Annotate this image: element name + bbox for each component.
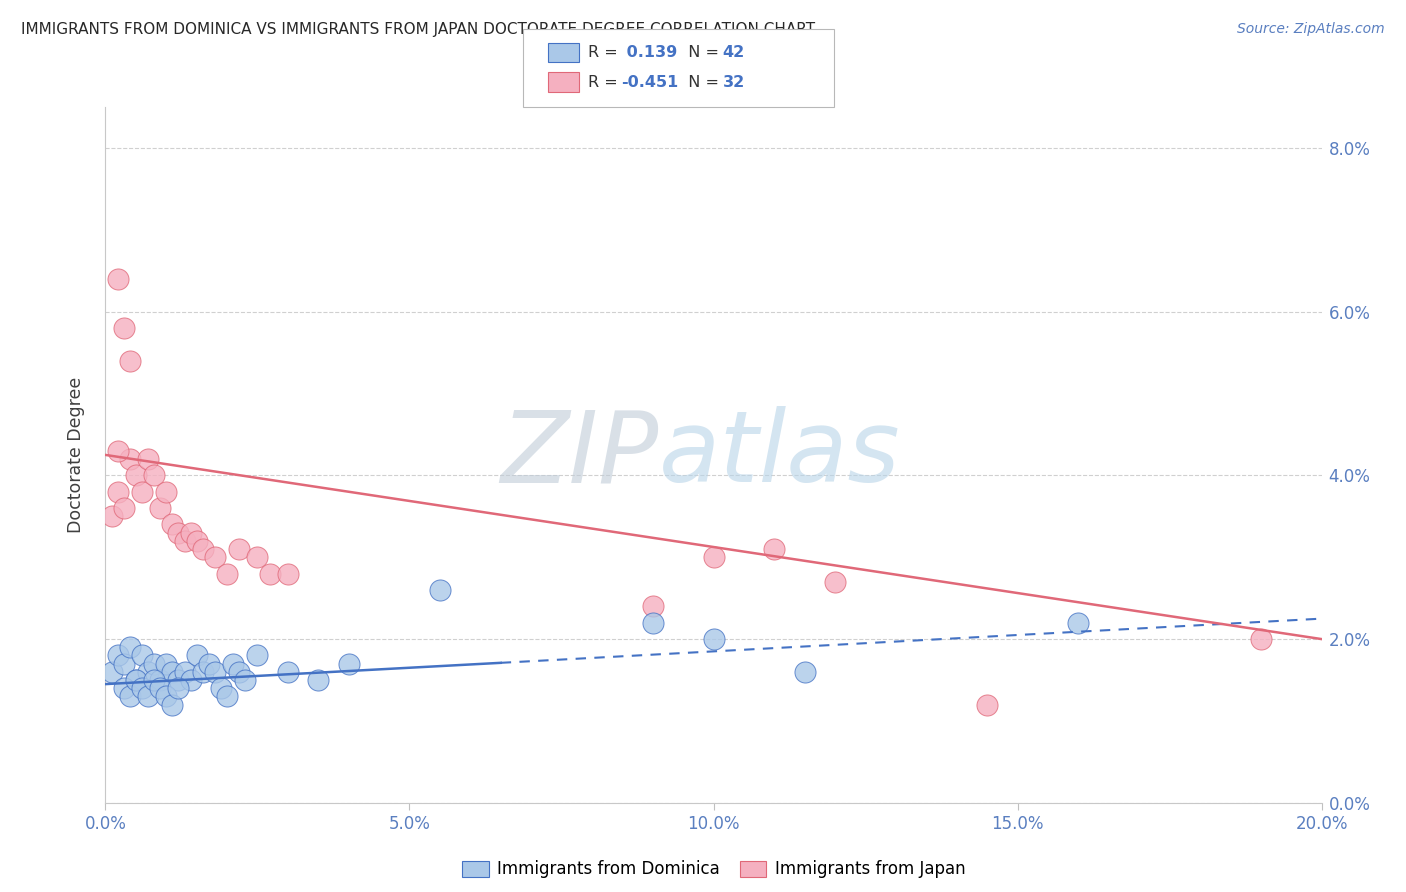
- Point: [131, 484, 153, 499]
- Text: ZIP: ZIP: [501, 407, 659, 503]
- Text: R =: R =: [588, 45, 623, 60]
- Point: [259, 566, 281, 581]
- Point: [641, 599, 664, 614]
- Point: [337, 657, 360, 671]
- Point: [1250, 632, 1272, 646]
- Point: [217, 566, 239, 581]
- Point: [136, 665, 159, 679]
- Text: N =: N =: [678, 75, 724, 89]
- Point: [136, 452, 159, 467]
- Point: [100, 509, 122, 524]
- Point: [824, 574, 846, 589]
- Point: [107, 484, 129, 499]
- Point: [149, 501, 172, 516]
- Point: [112, 681, 135, 696]
- Text: -0.451: -0.451: [621, 75, 679, 89]
- Point: [198, 657, 221, 671]
- Point: [143, 673, 166, 687]
- Point: [131, 681, 153, 696]
- Point: [191, 665, 214, 679]
- Text: IMMIGRANTS FROM DOMINICA VS IMMIGRANTS FROM JAPAN DOCTORATE DEGREE CORRELATION C: IMMIGRANTS FROM DOMINICA VS IMMIGRANTS F…: [21, 22, 815, 37]
- Y-axis label: Doctorate Degree: Doctorate Degree: [66, 376, 84, 533]
- Point: [429, 582, 451, 597]
- Point: [162, 698, 184, 712]
- Legend: Immigrants from Dominica, Immigrants from Japan: Immigrants from Dominica, Immigrants fro…: [456, 854, 972, 885]
- Point: [155, 690, 177, 704]
- Point: [162, 665, 184, 679]
- Point: [641, 615, 664, 630]
- Point: [118, 452, 141, 467]
- Point: [173, 665, 195, 679]
- Point: [1067, 615, 1090, 630]
- Point: [125, 468, 148, 483]
- Point: [233, 673, 256, 687]
- Point: [277, 665, 299, 679]
- Point: [180, 673, 202, 687]
- Point: [149, 681, 172, 696]
- Point: [228, 665, 250, 679]
- Point: [204, 550, 226, 565]
- Point: [702, 550, 725, 565]
- Point: [107, 648, 129, 663]
- Text: 42: 42: [723, 45, 745, 60]
- Text: Source: ZipAtlas.com: Source: ZipAtlas.com: [1237, 22, 1385, 37]
- Point: [204, 665, 226, 679]
- Point: [702, 632, 725, 646]
- Point: [162, 517, 184, 532]
- Point: [149, 673, 172, 687]
- Point: [131, 648, 153, 663]
- Point: [136, 690, 159, 704]
- Point: [125, 673, 148, 687]
- Point: [107, 272, 129, 286]
- Point: [143, 657, 166, 671]
- Point: [143, 468, 166, 483]
- Point: [246, 648, 269, 663]
- Point: [100, 665, 122, 679]
- Point: [118, 690, 141, 704]
- Point: [277, 566, 299, 581]
- Text: atlas: atlas: [659, 407, 900, 503]
- Text: 0.139: 0.139: [621, 45, 678, 60]
- Point: [209, 681, 232, 696]
- Point: [167, 673, 190, 687]
- Point: [246, 550, 269, 565]
- Point: [125, 673, 148, 687]
- Point: [112, 657, 135, 671]
- Point: [112, 321, 135, 335]
- Point: [217, 690, 239, 704]
- Point: [191, 542, 214, 557]
- Point: [112, 501, 135, 516]
- Point: [118, 353, 141, 368]
- Point: [222, 657, 245, 671]
- Point: [180, 525, 202, 540]
- Point: [167, 525, 190, 540]
- Point: [976, 698, 998, 712]
- Point: [228, 542, 250, 557]
- Point: [173, 533, 195, 548]
- Point: [155, 657, 177, 671]
- Point: [793, 665, 815, 679]
- Point: [155, 484, 177, 499]
- Text: 32: 32: [723, 75, 745, 89]
- Point: [167, 681, 190, 696]
- Point: [118, 640, 141, 655]
- Point: [763, 542, 786, 557]
- Point: [186, 648, 208, 663]
- Text: N =: N =: [678, 45, 724, 60]
- Point: [307, 673, 329, 687]
- Point: [186, 533, 208, 548]
- Point: [107, 443, 129, 458]
- Text: R =: R =: [588, 75, 623, 89]
